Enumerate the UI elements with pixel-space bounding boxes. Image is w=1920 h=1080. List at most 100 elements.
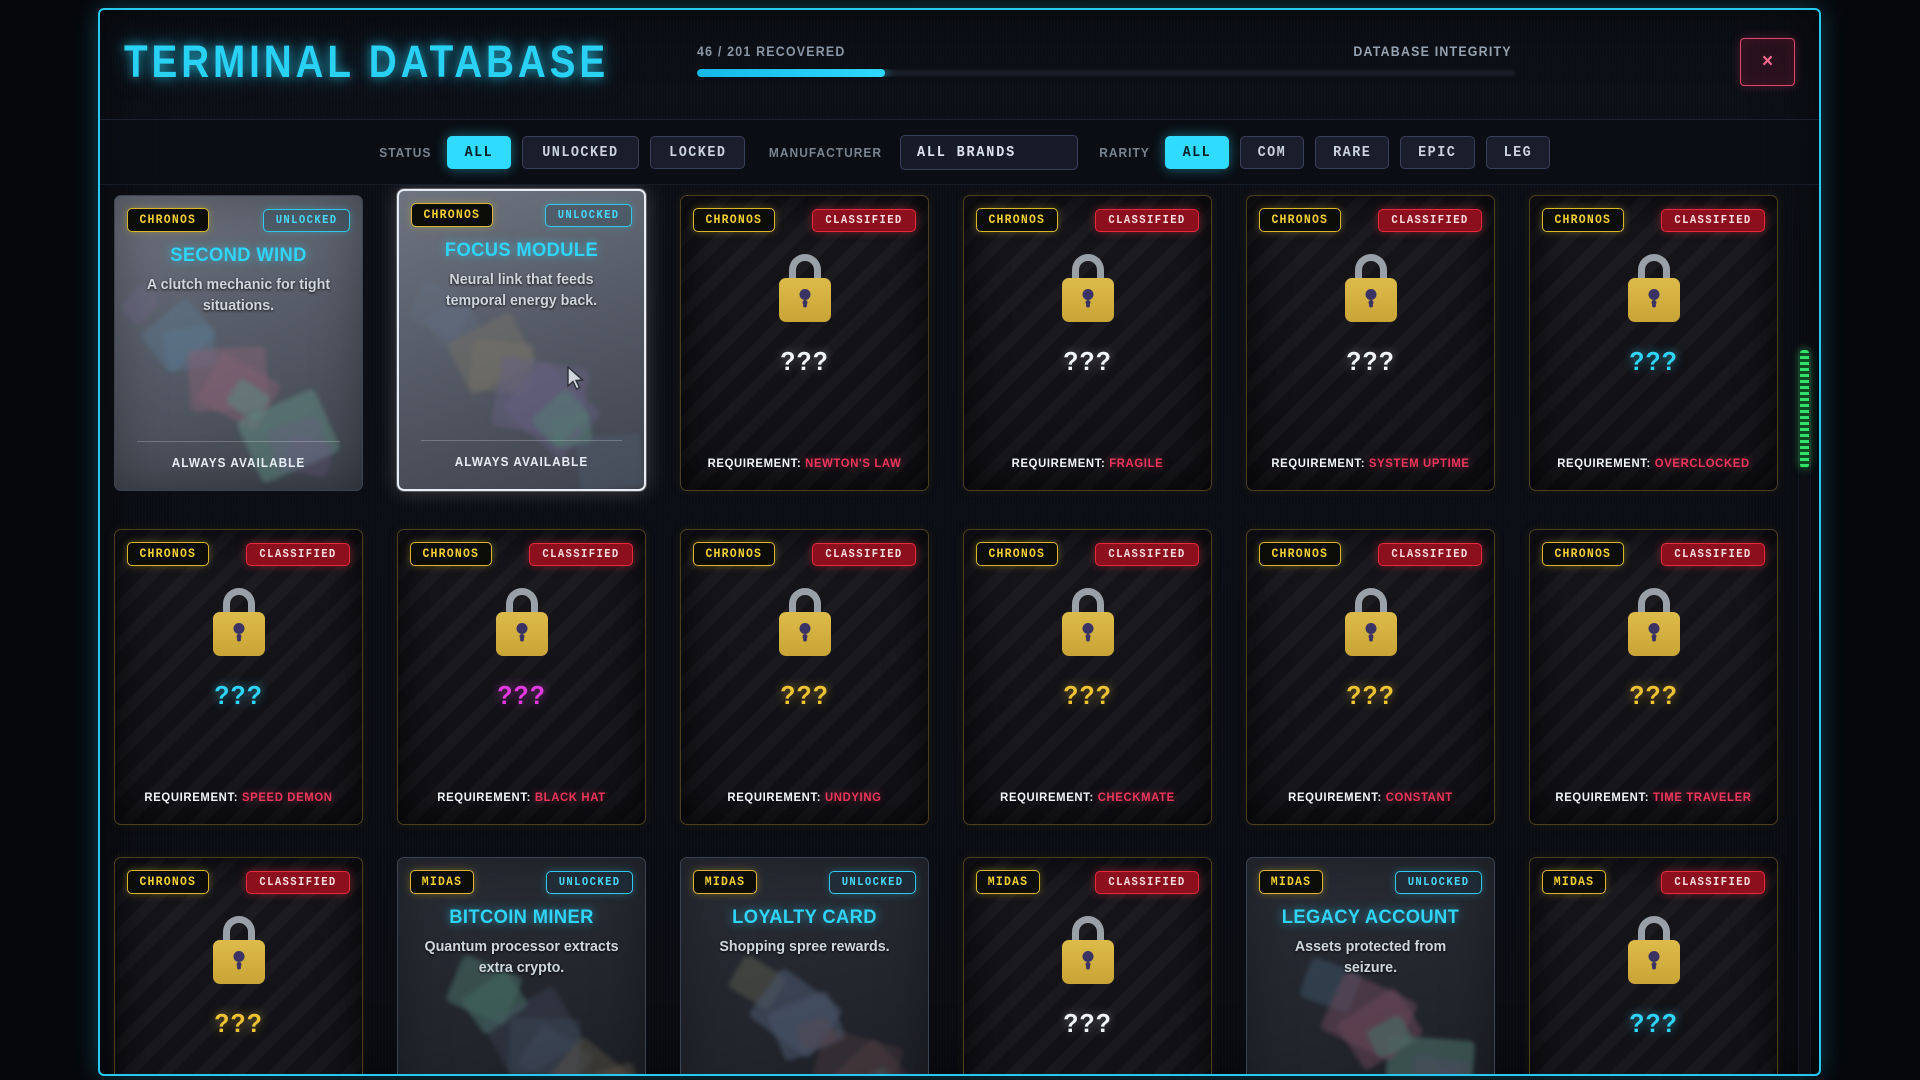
perk-card[interactable]: CHRONOS CLASSIFIED??? REQUIREMENT: TIME TR…	[1529, 529, 1778, 825]
card-badges: MIDAS CLASSIFIED	[1542, 870, 1765, 894]
brand-badge: CHRONOS	[1542, 542, 1624, 566]
unknown-title: ???	[1063, 680, 1112, 710]
status-badge: CLASSIFIED	[245, 542, 350, 566]
perk-card[interactable]: MIDAS UNLOCKED LEGACY ACCOUNT Assets protec…	[1246, 857, 1495, 1074]
perk-card[interactable]: CHRONOS CLASSIFIED??? REQUIREMENT: OVERCLO…	[1529, 195, 1778, 491]
card-footer: ALWAYS AVAILABLE	[171, 456, 306, 470]
card-badges: CHRONOS UNLOCKED	[127, 208, 350, 232]
card-description: A clutch mechanic for tight situations.	[146, 276, 331, 315]
brand-badge: CHRONOS	[411, 203, 493, 227]
unknown-title: ???	[1629, 680, 1678, 710]
status-badge: UNLOCKED	[828, 870, 916, 894]
perk-card[interactable]: MIDAS CLASSIFIED???	[1529, 857, 1778, 1074]
status-badge: CLASSIFIED	[528, 542, 633, 566]
perk-card[interactable]: CHRONOS CLASSIFIED??? REQUIREMENT: CHECKMA…	[963, 529, 1212, 825]
lock-icon	[778, 588, 831, 656]
perk-card[interactable]: CHRONOS UNLOCKED FOCUS MODULE Neural link t…	[397, 189, 646, 491]
status-badge: CLASSIFIED	[811, 542, 916, 566]
card-description: Neural link that feeds temporal energy b…	[445, 271, 598, 310]
card-badges: MIDAS UNLOCKED	[693, 870, 916, 894]
status-badge: CLASSIFIED	[245, 870, 350, 894]
status-chip-all[interactable]: ALL	[447, 135, 511, 169]
perk-card[interactable]: MIDAS UNLOCKED BITCOIN MINER Quantum proces…	[397, 857, 646, 1074]
lock-icon	[1344, 254, 1397, 322]
status-badge: CLASSIFIED	[1660, 542, 1765, 566]
card-divider	[137, 441, 340, 442]
rarity-chip-rare[interactable]: RARE	[1314, 135, 1390, 169]
close-button[interactable]: ×	[1740, 38, 1795, 86]
rarity-filter-label: RARITY	[1099, 144, 1151, 160]
status-filter-label: STATUS	[379, 144, 432, 160]
unknown-title: ???	[214, 680, 263, 710]
perk-card[interactable]: CHRONOS CLASSIFIED???	[114, 857, 363, 1074]
perk-card[interactable]: CHRONOS CLASSIFIED??? REQUIREMENT: FRAGILE	[963, 195, 1212, 491]
brand-badge: CHRONOS	[410, 542, 492, 566]
perk-card[interactable]: CHRONOS CLASSIFIED??? REQUIREMENT: CONSTAN…	[1246, 529, 1495, 825]
brand-badge: CHRONOS	[127, 208, 209, 232]
requirement-value: NEWTON'S LAW	[805, 456, 902, 470]
status-badge: CLASSIFIED	[1660, 208, 1765, 232]
card-badges: CHRONOS CLASSIFIED	[1259, 208, 1482, 232]
requirement-value: SYSTEM UPTIME	[1368, 456, 1470, 470]
lock-icon	[212, 588, 265, 656]
perk-card[interactable]: MIDAS CLASSIFIED???	[963, 857, 1212, 1074]
rarity-chip-com[interactable]: COM	[1240, 135, 1304, 169]
lock-icon	[1627, 916, 1680, 984]
brand-badge: MIDAS	[693, 870, 758, 894]
status-badge: UNLOCKED	[1394, 870, 1482, 894]
requirement-label: REQUIREMENT: OVERCLOCKED	[1557, 456, 1750, 470]
card-description: Assets protected from seizure.	[1294, 938, 1447, 977]
lock-icon	[1061, 254, 1114, 322]
brand-badge: CHRONOS	[127, 542, 209, 566]
card-title: BITCOIN MINER	[449, 906, 594, 928]
card-badges: CHRONOS CLASSIFIED	[693, 208, 916, 232]
progress-section: 46 / 201 RECOVERED DATABASE INTEGRITY	[697, 44, 1517, 77]
progress-count-label: 46 / 201 RECOVERED	[697, 44, 846, 59]
requirement-value: OVERCLOCKED	[1654, 456, 1750, 470]
card-badges: CHRONOS CLASSIFIED	[1542, 542, 1765, 566]
grid-scrollbar[interactable]	[1798, 347, 1811, 1074]
manufacturer-select[interactable]: ALL BRANDS	[900, 134, 1079, 170]
progress-fill	[697, 69, 885, 77]
card-badges: CHRONOS CLASSIFIED	[410, 542, 633, 566]
card-title: SECOND WIND	[170, 244, 307, 266]
brand-badge: CHRONOS	[693, 208, 775, 232]
rarity-chip-epic[interactable]: EPIC	[1400, 135, 1475, 169]
status-badge: UNLOCKED	[262, 208, 350, 232]
rarity-chip-all[interactable]: ALL	[1165, 135, 1230, 169]
lock-icon	[495, 588, 548, 656]
page-title: TERMINAL DATABASE	[124, 36, 610, 87]
status-badge: CLASSIFIED	[1094, 208, 1199, 232]
brand-badge: CHRONOS	[693, 542, 775, 566]
card-badges: CHRONOS CLASSIFIED	[976, 542, 1199, 566]
perk-card[interactable]: MIDAS UNLOCKED LOYALTY CARD Shopping spree …	[680, 857, 929, 1074]
rarity-chip-leg[interactable]: LEG	[1485, 135, 1550, 169]
unknown-title: ???	[214, 1008, 263, 1038]
requirement-label: REQUIREMENT: SPEED DEMON	[144, 790, 333, 804]
requirement-label: REQUIREMENT: CONSTANT	[1288, 790, 1453, 804]
card-grid: CHRONOS UNLOCKED SECOND WIND A clutch mecha…	[112, 189, 1809, 1074]
brand-badge: CHRONOS	[1259, 542, 1341, 566]
perk-card[interactable]: CHRONOS CLASSIFIED??? REQUIREMENT: BLACK H…	[397, 529, 646, 825]
status-badge: CLASSIFIED	[1660, 870, 1765, 894]
requirement-value: CONSTANT	[1385, 790, 1453, 804]
status-badge: CLASSIFIED	[1094, 542, 1199, 566]
unknown-title: ???	[497, 680, 546, 710]
card-badges: CHRONOS CLASSIFIED	[1259, 542, 1482, 566]
requirement-label: REQUIREMENT: CHECKMATE	[1000, 790, 1175, 804]
unknown-title: ???	[780, 680, 829, 710]
card-badges: CHRONOS CLASSIFIED	[693, 542, 916, 566]
perk-card[interactable]: CHRONOS CLASSIFIED??? REQUIREMENT: SYSTEM …	[1246, 195, 1495, 491]
unknown-title: ???	[1629, 1008, 1678, 1038]
scrollbar-thumb[interactable]	[1800, 350, 1809, 468]
status-chip-unlocked[interactable]: UNLOCKED	[521, 135, 639, 169]
requirement-value: BLACK HAT	[534, 790, 606, 804]
lock-icon	[1061, 588, 1114, 656]
brand-badge: MIDAS	[1259, 870, 1324, 894]
perk-card[interactable]: CHRONOS CLASSIFIED??? REQUIREMENT: NEWTON'…	[680, 195, 929, 491]
perk-card[interactable]: CHRONOS CLASSIFIED??? REQUIREMENT: SPEED D…	[114, 529, 363, 825]
status-chip-locked[interactable]: LOCKED	[649, 135, 746, 169]
brand-badge: CHRONOS	[976, 542, 1058, 566]
perk-card[interactable]: CHRONOS UNLOCKED SECOND WIND A clutch mecha…	[114, 195, 363, 491]
perk-card[interactable]: CHRONOS CLASSIFIED??? REQUIREMENT: UNDYING	[680, 529, 929, 825]
